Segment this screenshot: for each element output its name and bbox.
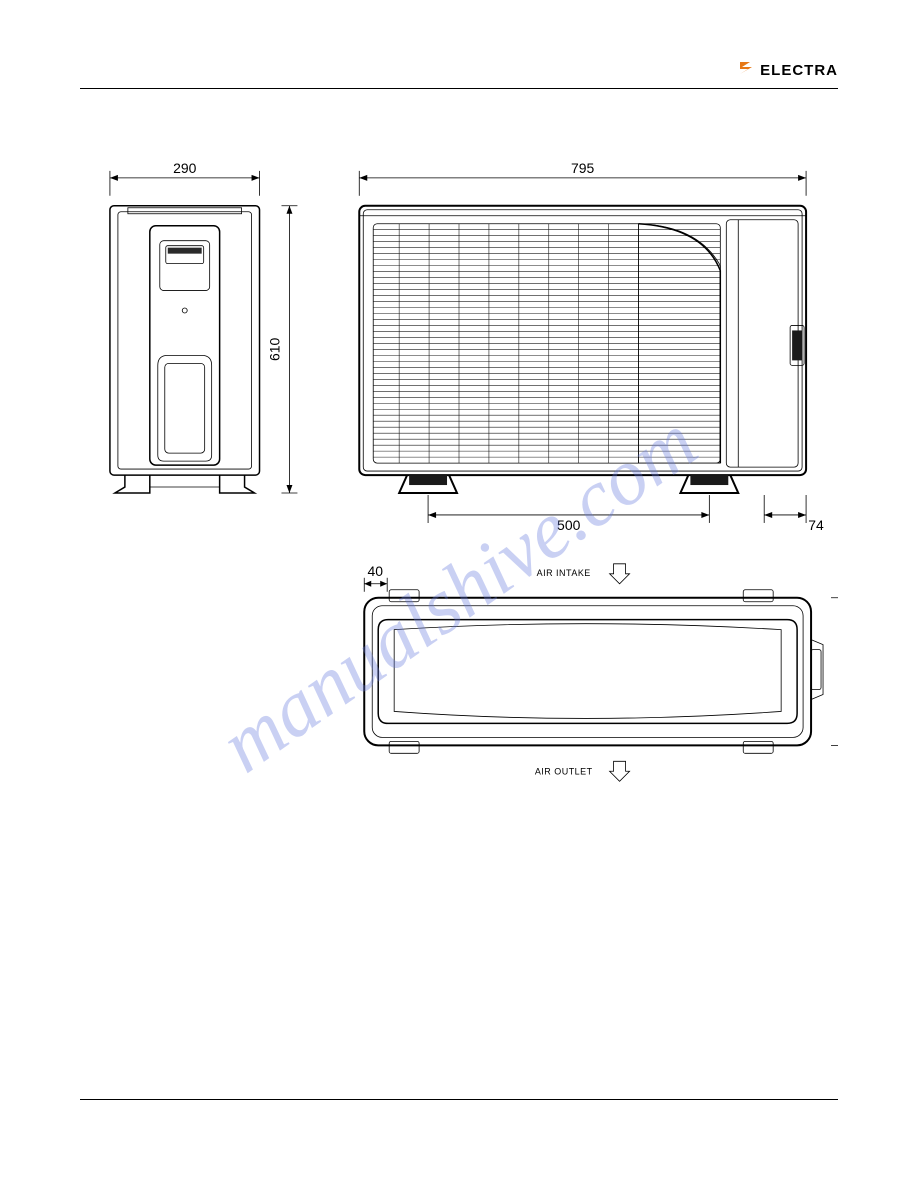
svg-text:AIR INTAKE: AIR INTAKE bbox=[537, 568, 591, 578]
arrow-down-icon bbox=[610, 761, 630, 781]
svg-text:74: 74 bbox=[808, 517, 824, 533]
dimension-side-width: 290 bbox=[110, 160, 260, 196]
svg-text:40: 40 bbox=[367, 563, 383, 579]
dimension-mount-spacing: 500 bbox=[428, 495, 709, 533]
header-rule bbox=[80, 88, 838, 89]
brand-name: ELECTRA bbox=[760, 62, 838, 79]
svg-text:500: 500 bbox=[557, 517, 581, 533]
dimension-front-width: 795 bbox=[359, 160, 806, 196]
footer-rule bbox=[80, 1099, 838, 1100]
svg-text:610: 610 bbox=[266, 338, 282, 362]
svg-text:795: 795 bbox=[571, 160, 595, 176]
svg-text:AIR OUTLET: AIR OUTLET bbox=[535, 766, 593, 776]
svg-text:290: 290 bbox=[173, 160, 197, 176]
dimension-bracket-offset: 40 bbox=[364, 563, 387, 592]
arrow-down-icon bbox=[610, 564, 630, 584]
front-view: 795 bbox=[359, 160, 824, 533]
side-view: 290 bbox=[110, 160, 260, 493]
brand-logo-icon bbox=[738, 60, 754, 81]
dimension-foot-offset: 74 bbox=[764, 495, 824, 533]
dimension-height: 610 bbox=[266, 206, 297, 493]
front-grille bbox=[373, 224, 720, 463]
page-container: ELECTRA 290 bbox=[80, 60, 838, 1128]
technical-drawing: 290 bbox=[80, 150, 838, 850]
dimension-top-depth: 293 bbox=[831, 598, 838, 746]
top-view: AIR INTAKE 40 bbox=[364, 563, 838, 781]
brand-header: ELECTRA bbox=[738, 60, 838, 81]
